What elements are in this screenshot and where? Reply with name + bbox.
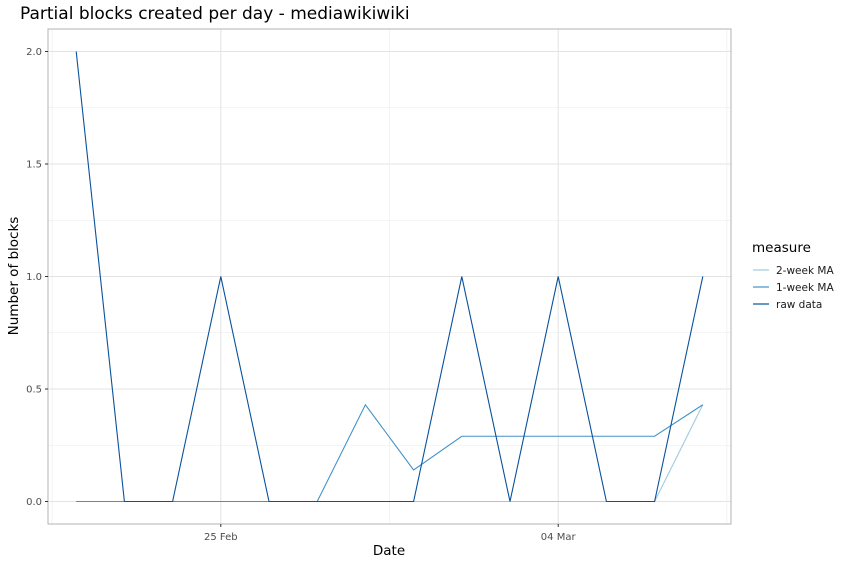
series-lines	[75, 51, 704, 503]
y-tick-label: 2.0	[26, 47, 42, 58]
y-tick-label: 0.5	[26, 385, 42, 396]
y-tick-label: 1.5	[26, 160, 42, 171]
legend-title: measure	[752, 240, 811, 256]
legend-label-1-week-ma: 1-week MA	[776, 282, 834, 294]
x-tick-label: 04 Mar	[541, 532, 577, 543]
y-axis-title: Number of blocks	[6, 217, 22, 336]
chart-title: Partial blocks created per day - mediawi…	[20, 4, 410, 24]
x-axis-title: Date	[373, 543, 405, 559]
y-axis: 0.0 0.5 1.0 1.5 2.0	[26, 47, 48, 508]
legend: measure 2-week MA 1-week MA raw data	[752, 240, 834, 311]
y-tick-label: 0.0	[26, 497, 42, 508]
legend-label-raw-data: raw data	[776, 299, 822, 311]
x-axis: 25 Feb 04 Mar	[204, 524, 576, 543]
x-tick-label: 25 Feb	[204, 532, 238, 543]
legend-label-2-week-ma: 2-week MA	[776, 265, 834, 277]
y-tick-label: 1.0	[26, 272, 42, 283]
series-line-1-week-ma	[76, 403, 704, 503]
series-line-raw-data	[75, 51, 704, 503]
